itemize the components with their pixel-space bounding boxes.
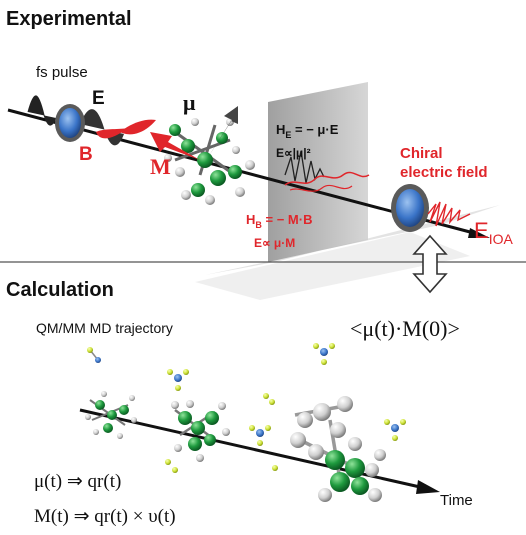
ion-3 [313, 343, 335, 365]
trajectory-molecule-3 [290, 396, 386, 502]
b-wave-tail [120, 119, 156, 135]
correlation-function: <μ(t)·M(0)> [350, 316, 460, 341]
trajectory-molecule-1 [85, 391, 137, 439]
ion-2 [167, 369, 189, 391]
mu-equation: μ(t) ⇒ qr(t) [34, 471, 121, 492]
polarizer-left [59, 108, 81, 138]
molecule-experimental [156, 118, 255, 205]
ion-5 [249, 425, 271, 446]
chiral-label-line2: electric field [400, 164, 488, 181]
chiral-electric-wave [427, 201, 471, 227]
trajectory-molecule-2 [171, 400, 230, 462]
he-equation: HE = − μ·E [276, 122, 339, 140]
e-wave-left [27, 95, 57, 126]
e-prop-mu-m: E∝ μ·M [254, 236, 295, 250]
b-wave [96, 128, 128, 139]
section-title-calculation: Calculation [6, 279, 114, 301]
ion-1 [87, 347, 101, 363]
fs-pulse-label: fs pulse [36, 64, 88, 81]
e-prop-mu-squared: E∝|μ|² [276, 146, 311, 160]
trajectory-label: QM/MM MD trajectory [36, 320, 173, 336]
ion-6 [384, 419, 406, 441]
beam-axis-arrowhead [468, 228, 490, 238]
chiral-label-line1: Chiral [400, 145, 443, 162]
transmitted-b-wave-2 [289, 184, 353, 192]
e-ioa-label: EIOA [474, 218, 513, 247]
b-field-label: B [79, 144, 93, 165]
analyzer-right [396, 189, 424, 227]
time-axis [79, 408, 421, 489]
ion-4 [263, 393, 275, 405]
ion-7 [165, 459, 178, 473]
time-label: Time [440, 492, 473, 509]
transmitted-b-wave [284, 171, 370, 186]
m-dipole-label: M [150, 154, 171, 179]
mu-dipole-arrow [205, 106, 238, 162]
e-field-label: E [92, 88, 105, 109]
ion-8 [272, 465, 278, 471]
e-wave-right [80, 109, 124, 146]
horizontal-plane-lower [195, 232, 470, 300]
mu-dipole-label: μ [183, 90, 196, 115]
hb-equation: HB = − M·B [246, 212, 312, 230]
m-equation: M(t) ⇒ qr(t) × υ(t) [34, 506, 176, 527]
time-axis-arrowhead [416, 480, 440, 494]
m-dipole-arrow [150, 132, 200, 160]
section-title-experimental: Experimental [6, 8, 132, 30]
double-arrow-icon [412, 234, 448, 294]
